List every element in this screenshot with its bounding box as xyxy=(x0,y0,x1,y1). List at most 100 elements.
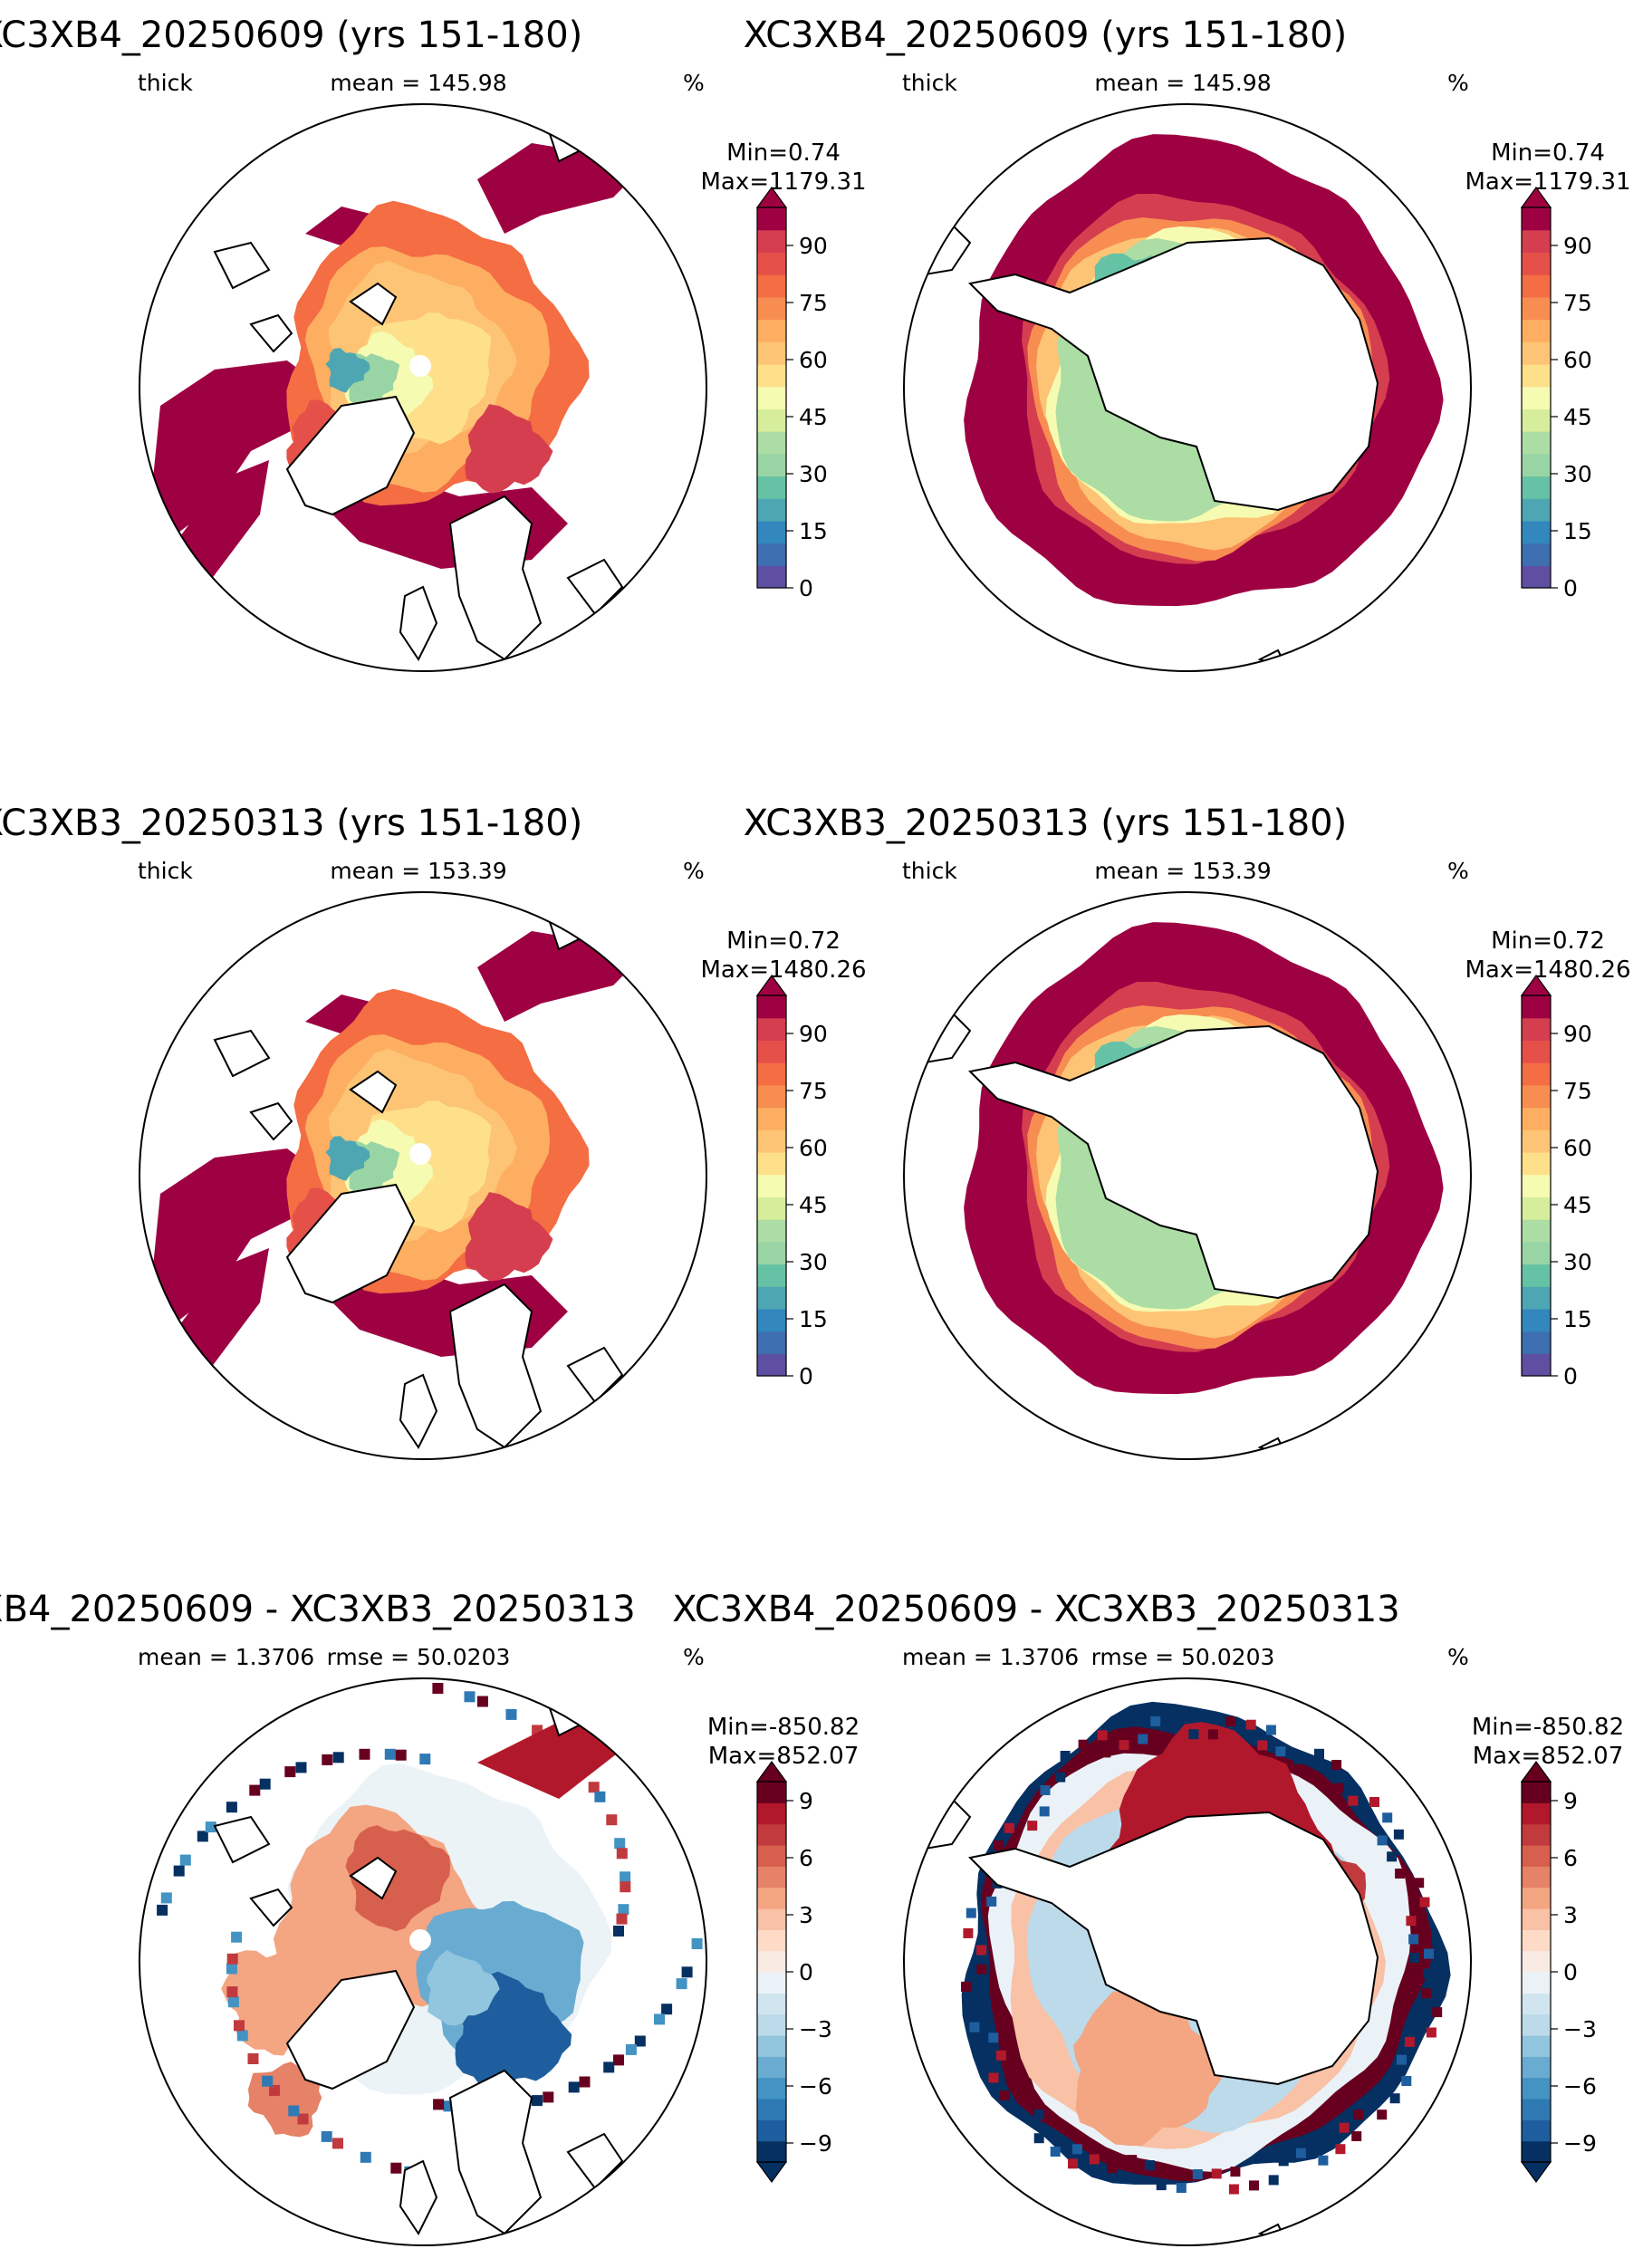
antarctica-coastline xyxy=(967,1811,1379,2086)
colorbar-tick-label: 60 xyxy=(799,1135,828,1161)
colorbar-tick-label: 15 xyxy=(799,1306,828,1332)
panel-max-label: Max=1179.31 xyxy=(700,168,866,196)
coastline xyxy=(448,495,543,661)
colorbar-segment xyxy=(1522,229,1551,254)
colorbar-segment xyxy=(757,2013,786,2036)
colorbar-segment xyxy=(1522,1353,1551,1377)
colorbar-segment xyxy=(757,1866,786,1888)
colorbar-segment xyxy=(757,1084,786,1109)
panel-max-label: Max=1480.26 xyxy=(700,956,866,984)
colorbar-tick-label: 3 xyxy=(799,1902,813,1928)
colorbar-tick-label: −6 xyxy=(799,2073,832,2100)
colorbar-tick-label: 15 xyxy=(799,518,828,544)
colorbar-segment xyxy=(1522,1040,1551,1063)
colorbar-segment xyxy=(757,1196,786,1220)
south-america-coastline xyxy=(904,1797,972,1855)
colorbar-segment xyxy=(757,207,786,231)
panel-center-label: rmse = 50.0203 xyxy=(327,1644,511,1670)
colorbar-tick-label: 0 xyxy=(1563,575,1578,601)
colorbar-segment xyxy=(757,520,786,544)
colorbar-extend-min xyxy=(755,2161,788,2184)
colorbar-tick-label: 6 xyxy=(1563,1845,1578,1871)
panel-units-label: % xyxy=(1447,70,1469,96)
colorbar-tick-label: −6 xyxy=(1563,2073,1597,2100)
colorbar-segment xyxy=(1522,1950,1551,1973)
colorbar-segment xyxy=(757,1950,786,1973)
colorbar-segment xyxy=(757,341,786,365)
colorbar-segment xyxy=(757,1929,786,1952)
colorbar-segment xyxy=(1522,1823,1551,1846)
colorbar-segment xyxy=(757,1887,786,1909)
colorbar-segment xyxy=(757,1264,786,1287)
colorbar-segment xyxy=(757,498,786,522)
colorbar-segment xyxy=(1522,2077,1551,2100)
colorbar-segment xyxy=(1522,1151,1551,1176)
colorbar-segment xyxy=(1522,1196,1551,1220)
colorbar-tick-label: 60 xyxy=(1563,1135,1592,1161)
panel-left-label: thick xyxy=(138,858,193,884)
coastline xyxy=(399,1373,438,1449)
colorbar-segment xyxy=(757,1017,786,1042)
coastline xyxy=(566,1346,624,1404)
colorbar-segment xyxy=(757,2035,786,2057)
colorbar-tick-label: 3 xyxy=(1563,1902,1578,1928)
coastline xyxy=(349,1856,398,1900)
colorbar-segment xyxy=(1522,1887,1551,1909)
panel-units-label: % xyxy=(683,70,705,96)
south-ice-field xyxy=(904,922,1444,1458)
colorbar-segment xyxy=(757,319,786,342)
panel-min-label: Min=0.72 xyxy=(726,927,841,955)
panel-title: XC3XB4_20250609 (yrs 151-180) xyxy=(744,14,1347,56)
colorbar-segment xyxy=(1522,2099,1551,2120)
colorbar-segment xyxy=(757,476,786,499)
panel-left-label: thick xyxy=(902,70,957,96)
coastline xyxy=(285,1183,416,1304)
colorbar-segment xyxy=(757,2099,786,2120)
south-ice-field xyxy=(904,134,1444,670)
coastline xyxy=(249,1888,293,1927)
colorbar-segment xyxy=(1522,363,1551,388)
colorbar-segment xyxy=(757,252,786,275)
colorbar-segment xyxy=(757,1241,786,1265)
coastline xyxy=(249,313,293,353)
pole-hole xyxy=(409,1143,431,1165)
map-boundary xyxy=(139,1677,707,2246)
panel-units-label: % xyxy=(1447,1644,1469,1670)
colorbar-segment xyxy=(757,1129,786,1153)
colorbar-tick-label: 60 xyxy=(1563,347,1592,373)
panel-center-label: rmse = 50.0203 xyxy=(1091,1644,1275,1670)
colorbar-frame xyxy=(1521,207,1552,589)
colorbar-segment xyxy=(757,1040,786,1063)
colorbar-tick-label: −3 xyxy=(1563,2016,1597,2042)
colorbar-frame xyxy=(756,995,787,1377)
colorbar-segment xyxy=(1522,995,1551,1019)
colorbar-segment xyxy=(1522,1129,1551,1153)
pole-hole xyxy=(409,355,431,377)
colorbar-tick-label: 30 xyxy=(1563,461,1592,487)
colorbar-segment xyxy=(757,453,786,477)
colorbar-segment xyxy=(1522,252,1551,275)
south-ice-field xyxy=(904,1701,1451,2244)
panel-left-label: thick xyxy=(138,70,193,96)
colorbar-segment xyxy=(1522,565,1551,589)
colorbar-segment xyxy=(757,565,786,589)
colorbar-segment xyxy=(757,1151,786,1176)
colorbar-frame xyxy=(1521,995,1552,1377)
colorbar-tick-label: 75 xyxy=(1563,290,1592,316)
colorbar-segment xyxy=(757,1062,786,1086)
panel-title: XC3XB4_20250609 (yrs 151-180) xyxy=(0,14,582,56)
colorbar-tick-label: 90 xyxy=(799,1021,828,1047)
coastline xyxy=(448,2069,543,2235)
colorbar-tick-label: 45 xyxy=(799,1192,828,1218)
colorbar-segment xyxy=(1522,207,1551,231)
colorbar: −9 −6 −3 0 3 6 9 xyxy=(755,1760,832,2184)
colorbar-segment xyxy=(1522,386,1551,409)
panel-max-label: Max=1179.31 xyxy=(1465,168,1630,196)
map-boundary xyxy=(903,103,1472,672)
colorbar-segment xyxy=(757,2119,786,2142)
colorbar-tick-label: 75 xyxy=(799,290,828,316)
colorbar: 0 15 30 45 60 75 90 xyxy=(755,186,828,601)
panel-min-label: Min=0.74 xyxy=(1491,139,1605,167)
